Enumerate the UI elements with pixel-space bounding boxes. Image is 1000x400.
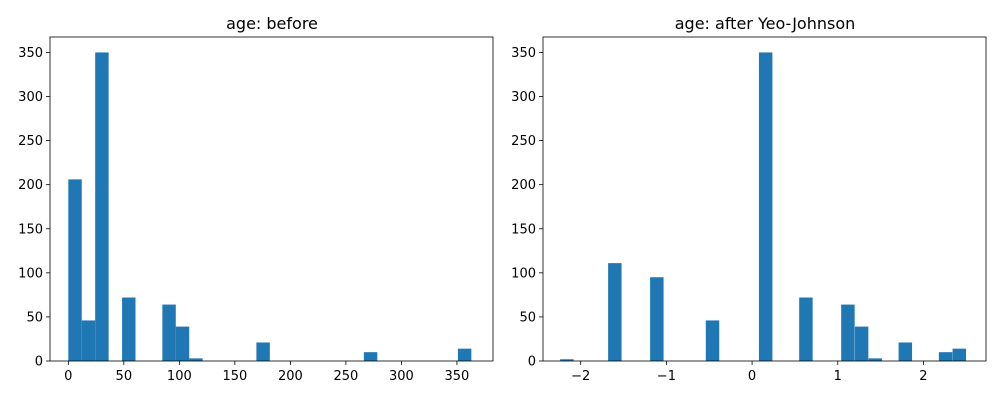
histogram-before: age: before 0 50 100 150 200 250 300 350 0 50 100 1… <box>18 14 494 384</box>
histogram-bar <box>854 326 869 361</box>
axes-frame <box>49 36 494 362</box>
y-tick-label: 300 <box>18 90 43 105</box>
histogram-bar <box>81 320 96 361</box>
x-tick-label: 50 <box>116 369 133 384</box>
y-tick-label: 150 <box>18 222 43 237</box>
x-tick-label: 300 <box>389 369 414 384</box>
y-tick-label: 350 <box>511 46 536 61</box>
x-tick-label: 350 <box>445 369 470 384</box>
y-tick-label: 150 <box>511 222 536 237</box>
histogram-bar <box>457 348 472 361</box>
histogram-bar <box>560 359 574 361</box>
axes-frame <box>542 36 987 362</box>
histogram-bar <box>95 52 109 362</box>
histogram-bar <box>608 263 622 361</box>
chart-title-after: age: after Yeo-Johnson <box>675 14 856 33</box>
histogram-bar <box>189 358 203 361</box>
chart-title-before: age: before <box>226 14 318 33</box>
x-tick-label: 250 <box>333 369 358 384</box>
histogram-bar <box>705 320 720 361</box>
histogram-bar <box>256 342 270 361</box>
x-tick-label: 0 <box>64 369 72 384</box>
y-tick-label: 250 <box>511 134 536 149</box>
y-tick-label: 250 <box>18 134 43 149</box>
x-tick-label: 2 <box>919 369 927 384</box>
y-tick-label: 50 <box>26 310 43 325</box>
x-tick-label: 150 <box>222 369 247 384</box>
histogram-bar <box>175 326 190 361</box>
y-tick-label: 200 <box>511 178 536 193</box>
histogram-bar <box>841 304 855 361</box>
y-tick-label: 100 <box>511 266 536 281</box>
y-tick-label: 0 <box>35 355 43 370</box>
x-tick-label: 100 <box>167 369 192 384</box>
histogram-bar <box>799 297 813 361</box>
histogram-after-yeo-johnson: age: after Yeo-Johnson −2 −1 0 1 2 0 50 100 150 2… <box>511 14 987 384</box>
histogram-bar <box>68 179 82 361</box>
histogram-bar <box>868 358 883 361</box>
x-tick-label: −2 <box>571 369 590 384</box>
x-tick-label: 1 <box>834 369 842 384</box>
histogram-bar <box>162 304 176 361</box>
histogram-bar <box>952 348 967 361</box>
x-tick-label: 0 <box>748 369 756 384</box>
y-tick-label: 50 <box>519 310 536 325</box>
y-tick-label: 350 <box>18 46 43 61</box>
y-tick-label: 300 <box>511 90 536 105</box>
histogram-bar <box>898 342 913 361</box>
histogram-bar <box>122 297 136 361</box>
histogram-bar <box>938 352 953 361</box>
x-tick-label: 200 <box>278 369 303 384</box>
y-tick-label: 0 <box>528 355 536 370</box>
x-tick-label: −1 <box>657 369 676 384</box>
y-tick-label: 100 <box>18 266 43 281</box>
histogram-bar <box>758 52 773 362</box>
histogram-bar <box>363 352 378 361</box>
y-tick-label: 200 <box>18 178 43 193</box>
histogram-bar <box>650 277 664 361</box>
